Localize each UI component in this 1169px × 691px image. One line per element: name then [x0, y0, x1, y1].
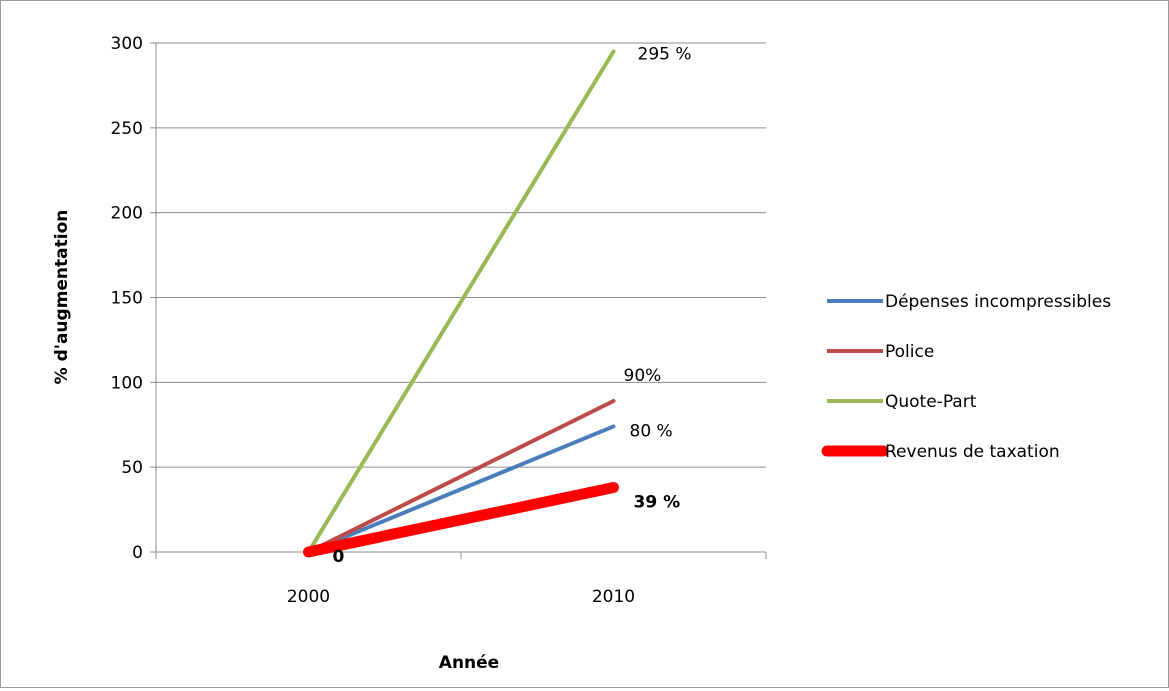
legend-label-2: Quote-Part [885, 392, 977, 412]
data-label-0: 80 % [630, 421, 673, 441]
legend-label-3: Revenus de taxation [885, 442, 1060, 462]
data-label-1: 90% [624, 366, 662, 386]
series-line-1 [306, 398, 616, 554]
series-line-0 [306, 424, 616, 554]
series-lines [303, 49, 619, 558]
y-tick-label: 100 [111, 373, 143, 393]
legend-label-1: Police [885, 342, 934, 362]
data-label-2: 295 % [638, 44, 692, 64]
gridlines [156, 42, 766, 468]
x-axis-title: Année [439, 653, 499, 673]
legend-label-0: Dépenses incompressibles [885, 292, 1111, 312]
x-tick-label: 2000 [287, 587, 330, 607]
y-tick-label: 250 [111, 119, 143, 139]
y-axis-title: % d'augmentation [52, 210, 72, 385]
series-line-2 [306, 49, 616, 554]
y-tick-label: 300 [111, 34, 143, 54]
axes: 0 50 100 150 200 250 300 2000 2010 [111, 34, 767, 607]
data-label-3: 39 % [634, 493, 681, 513]
data-label-start-3: 0 [333, 547, 345, 567]
x-tick-label: 2010 [592, 587, 635, 607]
y-tick-label: 150 [111, 289, 143, 309]
y-tick-label: 0 [132, 543, 143, 563]
y-tick-label: 200 [111, 204, 143, 224]
legend: Dépenses incompressibles Police Quote-Part… [821, 292, 1111, 462]
data-labels: 80 % 90% 295 % 39 % 0 [333, 44, 692, 567]
series-line-3 [303, 482, 619, 558]
y-tick-label: 50 [121, 458, 143, 478]
